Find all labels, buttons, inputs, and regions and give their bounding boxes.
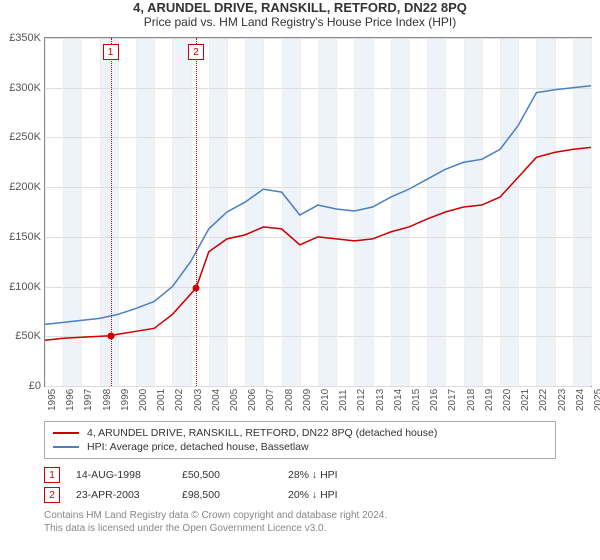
y-tick-label: £350K	[9, 32, 45, 44]
x-tick-label: 2004	[211, 389, 222, 411]
y-tick-label: £50K	[15, 330, 45, 342]
x-tick-label: 1999	[120, 389, 131, 411]
x-tick-label: 2015	[411, 389, 422, 411]
x-tick-label: 2025	[593, 389, 600, 411]
y-tick-label: £0	[29, 380, 45, 392]
footer-line: Contains HM Land Registry data © Crown c…	[44, 509, 556, 522]
legend-swatch	[53, 432, 79, 434]
legend-swatch	[53, 446, 79, 448]
chart-lines	[45, 38, 591, 386]
transaction-price: £98,500	[182, 489, 272, 501]
x-tick-label: 2014	[393, 389, 404, 411]
x-tick-label: 2021	[520, 389, 531, 411]
legend-item-hpi: HPI: Average price, detached house, Bass…	[53, 440, 547, 454]
x-tick-label: 2001	[156, 389, 167, 411]
chart-container: 4, ARUNDEL DRIVE, RANSKILL, RETFORD, DN2…	[0, 0, 600, 560]
transaction-date: 23-APR-2003	[76, 489, 166, 501]
x-tick-label: 2009	[302, 389, 313, 411]
series-line-hpi	[45, 86, 591, 325]
x-tick-label: 2013	[375, 389, 386, 411]
transactions-table: 1 14-AUG-1998 £50,500 28% ↓ HPI 2 23-APR…	[44, 465, 556, 505]
transaction-row: 2 23-APR-2003 £98,500 20% ↓ HPI	[44, 485, 556, 505]
x-tick-label: 2006	[247, 389, 258, 411]
x-tick-label: 2005	[229, 389, 240, 411]
footer-line: This data is licensed under the Open Gov…	[44, 522, 556, 535]
x-tick-label: 1996	[65, 389, 76, 411]
marker-badge: 1	[103, 44, 119, 60]
x-tick-label: 2018	[466, 389, 477, 411]
legend-label: 4, ARUNDEL DRIVE, RANSKILL, RETFORD, DN2…	[87, 427, 437, 439]
chart-subtitle: Price paid vs. HM Land Registry's House …	[0, 15, 600, 29]
x-tick-label: 1997	[83, 389, 94, 411]
y-tick-label: £250K	[9, 131, 45, 143]
y-tick-label: £200K	[9, 181, 45, 193]
x-tick-label: 2002	[174, 389, 185, 411]
marker-dot	[193, 285, 200, 292]
marker-vline	[196, 38, 197, 386]
chart-plot-area: £0£50K£100K£150K£200K£250K£300K£350K12	[44, 37, 592, 387]
marker-badge: 2	[188, 44, 204, 60]
transaction-delta: 28% ↓ HPI	[288, 469, 378, 481]
x-tick-label: 2011	[338, 389, 349, 411]
footer-note: Contains HM Land Registry data © Crown c…	[44, 509, 556, 535]
y-tick-label: £150K	[9, 231, 45, 243]
x-axis: 1995 1996 1997 1998 1999 2000 2001 2002 2003 2004…	[44, 387, 592, 415]
y-tick-label: £300K	[9, 82, 45, 94]
x-tick-label: 2017	[447, 389, 458, 411]
x-tick-label: 2010	[320, 389, 331, 411]
x-tick-label: 2012	[356, 389, 367, 411]
x-tick-label: 2022	[538, 389, 549, 411]
x-tick-label: 2019	[484, 389, 495, 411]
x-tick-label: 2003	[193, 389, 204, 411]
legend-label: HPI: Average price, detached house, Bass…	[87, 441, 309, 453]
x-tick-label: 2008	[284, 389, 295, 411]
x-tick-label: 2020	[502, 389, 513, 411]
marker-dot	[107, 332, 114, 339]
legend: 4, ARUNDEL DRIVE, RANSKILL, RETFORD, DN2…	[44, 421, 556, 459]
x-tick-label: 2000	[138, 389, 149, 411]
grid-line-v	[591, 38, 592, 386]
y-tick-label: £100K	[9, 281, 45, 293]
x-tick-label: 2007	[265, 389, 276, 411]
marker-badge: 1	[44, 467, 60, 483]
x-tick-label: 1998	[102, 389, 113, 411]
x-tick-label: 1995	[47, 389, 58, 411]
marker-badge: 2	[44, 487, 60, 503]
legend-item-price-paid: 4, ARUNDEL DRIVE, RANSKILL, RETFORD, DN2…	[53, 426, 547, 440]
transaction-row: 1 14-AUG-1998 £50,500 28% ↓ HPI	[44, 465, 556, 485]
transaction-date: 14-AUG-1998	[76, 469, 166, 481]
transaction-price: £50,500	[182, 469, 272, 481]
transaction-delta: 20% ↓ HPI	[288, 489, 378, 501]
x-tick-label: 2024	[575, 389, 586, 411]
chart-title: 4, ARUNDEL DRIVE, RANSKILL, RETFORD, DN2…	[0, 0, 600, 15]
x-tick-label: 2023	[557, 389, 568, 411]
x-tick-label: 2016	[429, 389, 440, 411]
